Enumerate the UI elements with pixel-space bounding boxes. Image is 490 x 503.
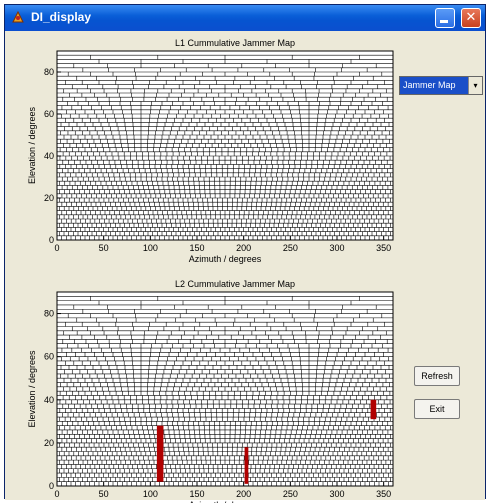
map-select-value: Jammer Map bbox=[403, 80, 456, 90]
x-tick-label: 250 bbox=[283, 489, 298, 499]
chevron-down-icon[interactable]: ▾ bbox=[468, 77, 482, 94]
y-tick-label: 60 bbox=[44, 109, 54, 119]
bin-grid bbox=[56, 296, 394, 486]
minimize-button[interactable] bbox=[435, 8, 455, 28]
y-tick-label: 40 bbox=[44, 395, 54, 405]
bin-grid bbox=[56, 54, 394, 240]
jammer-detection bbox=[244, 447, 249, 484]
x-tick-label: 50 bbox=[99, 489, 109, 499]
jammer-detection bbox=[156, 425, 164, 482]
refresh-button[interactable]: Refresh bbox=[414, 366, 460, 386]
y-tick-label: 60 bbox=[44, 352, 54, 362]
x-tick-label: 350 bbox=[376, 243, 391, 253]
x-tick-label: 250 bbox=[283, 243, 298, 253]
y-tick-label: 20 bbox=[44, 438, 54, 448]
close-button[interactable]: ✕ bbox=[461, 8, 481, 28]
x-tick-label: 150 bbox=[189, 489, 204, 499]
y-tick-label: 40 bbox=[44, 151, 54, 161]
y-tick-label: 0 bbox=[49, 481, 54, 491]
chart-l1: 0 50 100 150 200 250 300 350 0 20 40 60 80 L1 Cummula… bbox=[27, 38, 394, 264]
bin-grid-lines bbox=[56, 54, 394, 240]
bin-grid-lines bbox=[56, 296, 394, 486]
x-tick-label: 0 bbox=[54, 489, 59, 499]
x-tick-label: 300 bbox=[329, 489, 344, 499]
x-axis-label: Azimuth / degrees bbox=[189, 500, 262, 503]
x-tick-label: 350 bbox=[376, 489, 391, 499]
x-tick-label: 50 bbox=[99, 243, 109, 253]
chart-l2: 0 50 100 150 200 250 300 350 0 20 40 60 80 L2 Cummula… bbox=[27, 279, 394, 503]
app-icon bbox=[12, 10, 24, 23]
y-axis-label: Elevation / degrees bbox=[27, 350, 37, 428]
exit-button[interactable]: Exit bbox=[414, 399, 460, 419]
y-axis-label: Elevation / degrees bbox=[27, 106, 37, 184]
x-tick-label: 200 bbox=[236, 489, 251, 499]
y-tick-label: 80 bbox=[44, 67, 54, 77]
y-tick-label: 20 bbox=[44, 193, 54, 203]
chart-title: L1 Cummulative Jammer Map bbox=[175, 38, 295, 48]
minimize-icon bbox=[440, 20, 448, 23]
x-tick-label: 0 bbox=[54, 243, 59, 253]
window-title: DI_display bbox=[31, 10, 92, 24]
x-tick-label: 100 bbox=[143, 243, 158, 253]
x-tick-label: 200 bbox=[236, 243, 251, 253]
map-select-dropdown[interactable]: Jammer Map ▾ bbox=[399, 76, 483, 95]
x-axis-label: Azimuth / degrees bbox=[189, 254, 262, 264]
x-tick-label: 300 bbox=[329, 243, 344, 253]
x-tick-label: 100 bbox=[143, 489, 158, 499]
close-icon: ✕ bbox=[465, 10, 477, 25]
y-tick-label: 80 bbox=[44, 309, 54, 319]
title-bar[interactable]: DI_display ✕ bbox=[5, 5, 485, 31]
chart-title: L2 Cummulative Jammer Map bbox=[175, 279, 295, 289]
jammer-detection bbox=[370, 399, 377, 420]
y-tick-label: 0 bbox=[49, 235, 54, 245]
x-tick-label: 150 bbox=[189, 243, 204, 253]
